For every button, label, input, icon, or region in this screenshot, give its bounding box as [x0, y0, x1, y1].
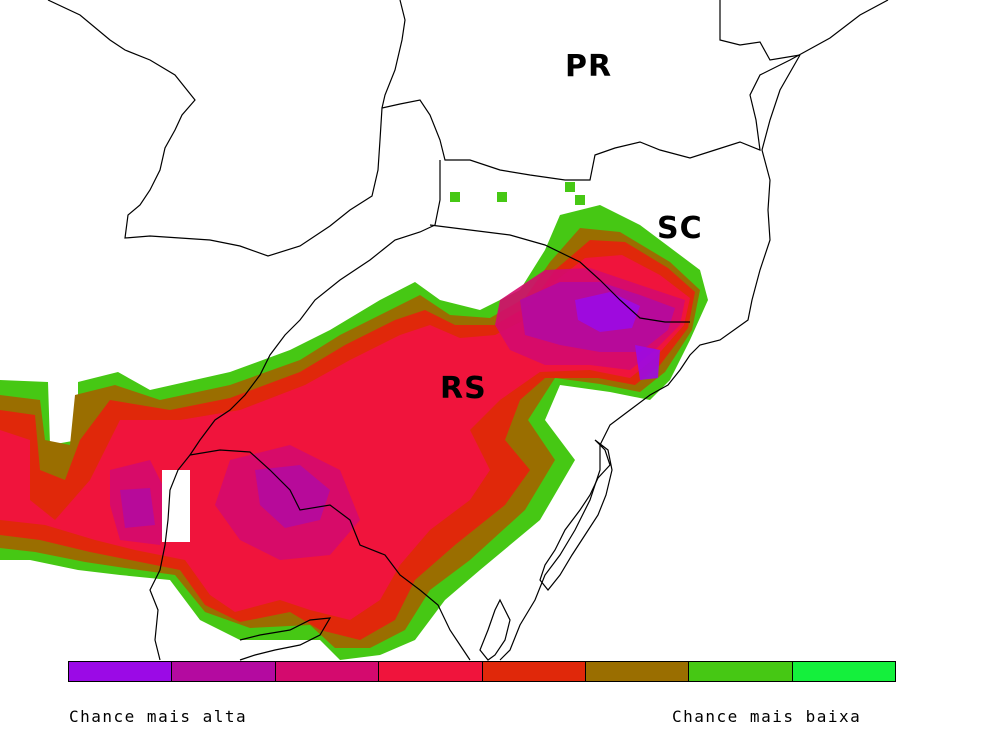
lagoa-dos-patos [539, 439, 613, 591]
shade-band-purple [575, 292, 660, 380]
shade-band-crimson [110, 268, 685, 560]
label-sc: SC [657, 211, 703, 246]
boundary-pr-ne [719, 0, 801, 61]
label-rs: RS [440, 371, 487, 406]
color-legend-bar [68, 661, 896, 682]
legend-swatch [585, 662, 690, 681]
boundary-rs-argentina [149, 160, 441, 661]
legend-swatch [482, 662, 586, 681]
boundary-paraguay-brazil [381, 0, 406, 109]
legend-swatch [69, 662, 173, 681]
legend-left-label: Chance mais alta [69, 707, 248, 726]
lagoa-mirim [479, 598, 511, 661]
boundary-paraguay-argentina [47, 0, 889, 257]
legend-swatch [689, 662, 793, 681]
river-south [239, 617, 332, 661]
legend-swatch [379, 662, 483, 681]
label-pr: PR [565, 49, 613, 84]
legend-swatch [792, 662, 895, 681]
shading-west [0, 182, 708, 660]
boundary-sc-rs [429, 224, 690, 323]
boundary-rs-uruguay [189, 449, 471, 661]
boundaries [47, 0, 889, 661]
legend-swatch [172, 662, 276, 681]
legend-right-label: Chance mais baixa [672, 707, 862, 726]
coastline [499, 54, 801, 661]
legend-swatch [275, 662, 380, 681]
